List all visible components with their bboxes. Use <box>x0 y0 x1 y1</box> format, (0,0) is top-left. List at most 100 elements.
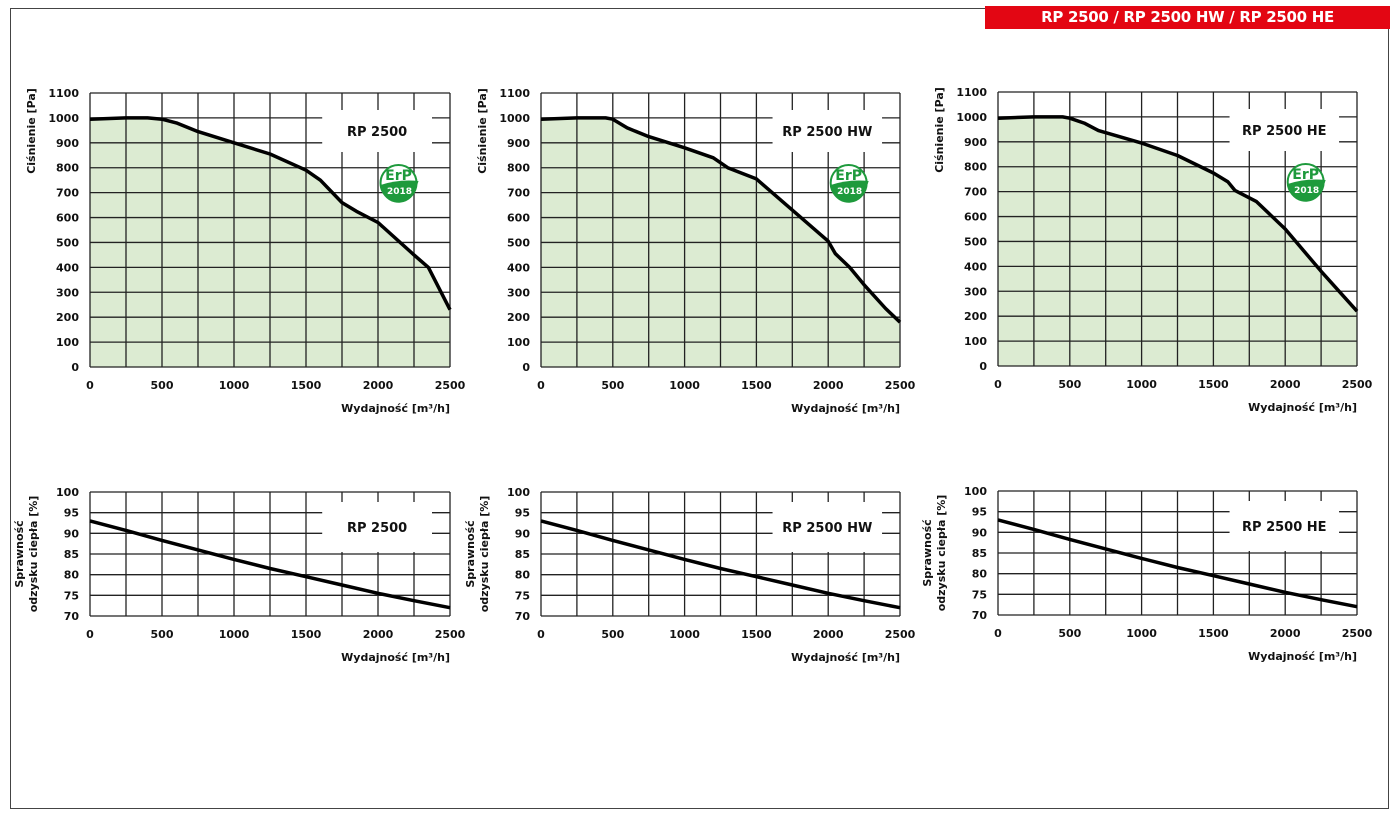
x-tick-label: 0 <box>994 627 1002 640</box>
x-tick-label: 2000 <box>813 379 844 392</box>
erp-logo-text: ErP <box>385 168 412 184</box>
y-tick-label: 85 <box>64 548 79 561</box>
x-tick-label: 0 <box>537 379 545 392</box>
y-tick-label: 1000 <box>499 112 530 125</box>
legend-label: RP 2500 HE <box>1242 124 1327 139</box>
erp-2018-logo: ErP 2018 <box>1286 163 1326 202</box>
y-tick-label: 500 <box>964 235 987 248</box>
y-tick-label: 100 <box>964 485 987 498</box>
y-tick-label: 400 <box>507 261 530 274</box>
chart-3: RP 2500 HE 0 100 200 300 400 500 600 700 800 900 10… <box>933 86 1373 414</box>
y-tick-label: 700 <box>964 186 987 199</box>
y-tick-label: 500 <box>507 236 530 249</box>
y-tick-label: 400 <box>56 261 79 274</box>
x-tick-label: 0 <box>86 379 94 392</box>
y-tick-label: 600 <box>56 212 79 225</box>
y-tick-label: 0 <box>522 361 530 374</box>
x-axis-label: Wydajność [m³/h] <box>341 402 450 415</box>
y-tick-label: 800 <box>507 162 530 175</box>
x-axis-label: Wydajność [m³/h] <box>791 651 900 664</box>
y-tick-label: 700 <box>56 187 79 200</box>
erp-logo-text: ErP <box>835 168 862 184</box>
x-tick-label: 2500 <box>1342 627 1373 640</box>
y-tick-label: 500 <box>56 236 79 249</box>
x-tick-label: 2500 <box>1342 378 1373 391</box>
x-tick-label: 1000 <box>669 628 700 641</box>
x-tick-label: 1500 <box>291 379 322 392</box>
y-tick-label: 95 <box>64 507 79 520</box>
x-tick-label: 1000 <box>219 628 250 641</box>
y-tick-label: 1100 <box>48 87 79 100</box>
x-tick-label: 500 <box>1058 378 1081 391</box>
chart-1: RP 2500 0 100 200 300 400 500 600 700 800 900 1000 1… <box>25 87 466 415</box>
y-tick-label: 1100 <box>956 86 987 99</box>
y-axis-label-line-1: Sprawność <box>921 519 934 587</box>
y-axis-label: Ciśnienie [Pa] <box>476 88 489 174</box>
legend-label: RP 2500 HW <box>782 521 872 536</box>
erp-logo-leaf <box>380 180 419 203</box>
erp-logo-year: 2018 <box>837 187 862 197</box>
x-axis-label: Wydajność [m³/h] <box>341 651 450 664</box>
y-tick-label: 85 <box>515 548 530 561</box>
y-tick-label: 1000 <box>48 112 79 125</box>
x-tick-label: 500 <box>601 379 624 392</box>
y-tick-label: 90 <box>515 527 531 540</box>
y-axis-label-line-2: odzysku ciepła [%] <box>935 495 948 612</box>
y-axis-label: Ciśnienie [Pa] <box>933 87 946 173</box>
x-tick-label: 1500 <box>291 628 322 641</box>
x-tick-label: 0 <box>994 378 1002 391</box>
y-tick-label: 70 <box>515 610 531 623</box>
legend-label: RP 2500 <box>347 521 407 536</box>
y-tick-label: 95 <box>972 506 987 519</box>
y-tick-label: 600 <box>964 211 987 224</box>
x-tick-label: 2500 <box>885 628 916 641</box>
y-tick-label: 70 <box>972 609 988 622</box>
y-axis-label-line-2: odzysku ciepła [%] <box>478 496 491 613</box>
y-tick-label: 300 <box>964 285 987 298</box>
y-tick-label: 200 <box>964 310 987 323</box>
y-tick-label: 90 <box>972 526 988 539</box>
x-tick-label: 1000 <box>1126 378 1157 391</box>
legend-label: RP 2500 <box>347 125 407 140</box>
legend-label: RP 2500 HE <box>1242 520 1327 535</box>
y-tick-label: 200 <box>56 311 79 324</box>
erp-2018-logo: ErP 2018 <box>829 164 869 203</box>
y-axis-label-line-1: Sprawność <box>464 520 477 588</box>
x-tick-label: 500 <box>601 628 624 641</box>
y-tick-label: 900 <box>507 137 530 150</box>
y-tick-label: 100 <box>507 486 530 499</box>
x-tick-label: 2500 <box>885 379 916 392</box>
y-tick-label: 80 <box>515 569 531 582</box>
legend-box <box>322 502 432 552</box>
x-tick-label: 1000 <box>1126 627 1157 640</box>
y-tick-label: 900 <box>56 137 79 150</box>
y-tick-label: 80 <box>972 568 988 581</box>
x-tick-label: 0 <box>537 628 545 641</box>
legend-box <box>1229 109 1340 151</box>
y-tick-label: 1100 <box>499 87 530 100</box>
x-tick-label: 500 <box>1058 627 1081 640</box>
legend-box <box>772 110 883 152</box>
legend-box <box>772 502 883 552</box>
erp-logo-text: ErP <box>1292 167 1319 183</box>
x-tick-label: 2000 <box>813 628 844 641</box>
y-tick-label: 100 <box>56 336 79 349</box>
y-tick-label: 90 <box>64 527 80 540</box>
y-axis-label-line-1: Sprawność <box>13 520 26 588</box>
x-tick-label: 1000 <box>219 379 250 392</box>
y-tick-label: 600 <box>507 212 530 225</box>
legend-box <box>1229 501 1340 551</box>
x-tick-label: 1500 <box>741 379 772 392</box>
erp-2018-logo: ErP 2018 <box>379 164 419 203</box>
erp-logo-year: 2018 <box>387 187 412 197</box>
x-axis-label: Wydajność [m³/h] <box>1248 401 1357 414</box>
x-tick-label: 500 <box>151 379 174 392</box>
y-tick-label: 400 <box>964 260 987 273</box>
erp-logo-leaf <box>1287 179 1326 202</box>
x-axis-label: Wydajność [m³/h] <box>791 402 900 415</box>
chart-2: RP 2500 HW 0 100 200 300 400 500 600 700 800 900 10… <box>476 87 916 415</box>
x-tick-label: 500 <box>151 628 174 641</box>
